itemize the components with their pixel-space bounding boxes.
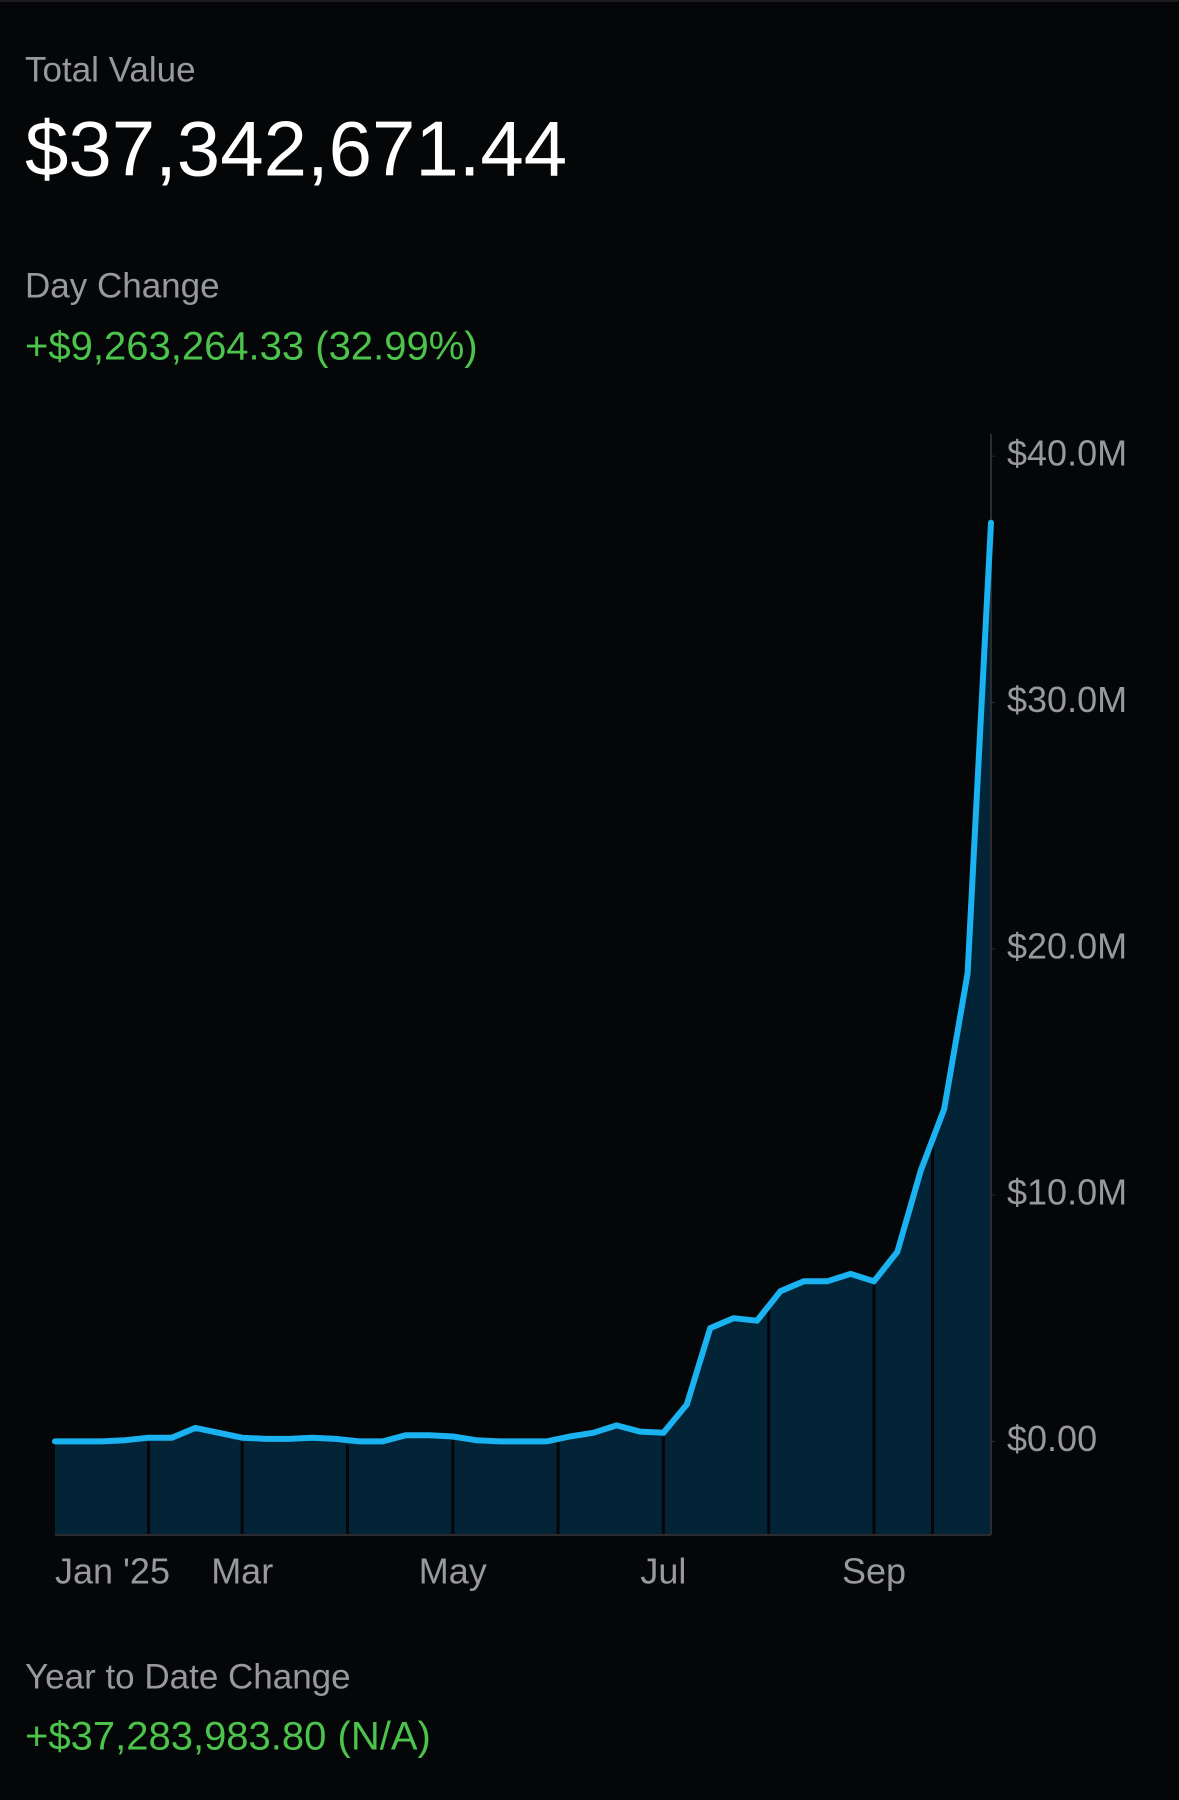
x-tick-label: Mar	[211, 1551, 273, 1592]
ytd-change-value: +$37,283,983.80 (N/A)	[25, 1715, 431, 1759]
x-tick-label: Jan '25	[55, 1551, 170, 1592]
y-tick-label: $10.0M	[1007, 1172, 1127, 1213]
y-tick-label: $30.0M	[1007, 679, 1127, 720]
y-tick-label: $0.00	[1007, 1418, 1097, 1459]
ytd-change-label: Year to Date Change	[25, 1657, 351, 1696]
total-value-label: Total Value	[25, 50, 196, 89]
area	[55, 522, 991, 1535]
total-value: $37,342,671.44	[25, 105, 567, 193]
y-tick-label: $20.0M	[1007, 925, 1127, 966]
line	[52, 519, 994, 1445]
day-change-label: Day Change	[25, 266, 220, 305]
day-change-value: +$9,263,264.33 (32.99%)	[25, 325, 478, 369]
x-tick-label: Jul	[640, 1551, 686, 1592]
y-tick-label: $40.0M	[1007, 433, 1127, 474]
chart: $0.00 $10.0M $20.0M $30.0M $40.0M Jan '25 Mar M…	[52, 433, 1127, 1592]
x-tick-label: Sep	[842, 1551, 906, 1592]
x-tick-label: May	[419, 1551, 487, 1592]
